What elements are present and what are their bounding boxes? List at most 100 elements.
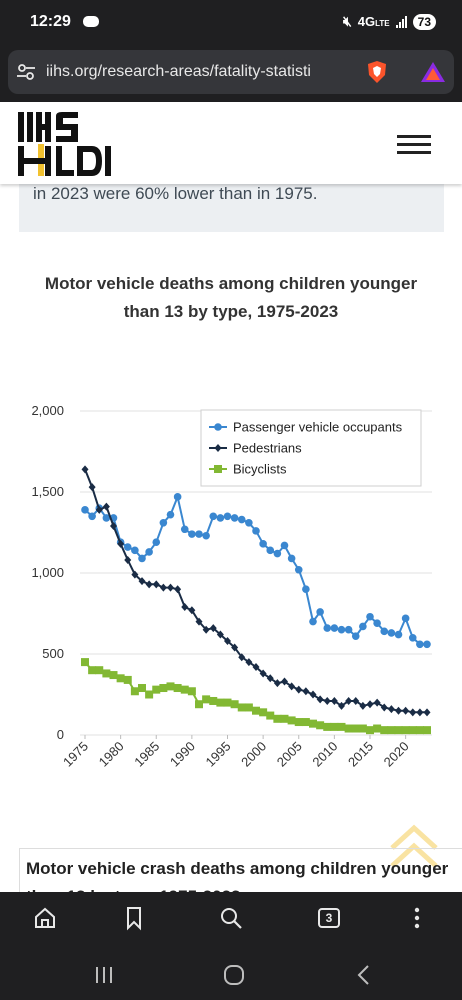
data-point — [237, 703, 246, 712]
data-point — [95, 505, 103, 514]
data-point — [280, 714, 289, 723]
data-point — [330, 696, 338, 705]
url-text[interactable]: iihs.org/research-areas/fatality-statist… — [46, 63, 311, 80]
recents-icon[interactable] — [91, 962, 117, 988]
data-point — [366, 726, 374, 735]
data-point — [273, 679, 281, 688]
series-line-3 — [84, 661, 427, 732]
status-bar: 12:29 🔇︎ 4GLTE 73 — [0, 0, 462, 46]
data-point — [309, 617, 317, 626]
data-point — [181, 603, 189, 612]
data-point — [380, 703, 388, 712]
data-point — [131, 546, 139, 555]
data-point — [159, 684, 168, 693]
data-point — [252, 662, 260, 671]
data-point — [266, 674, 274, 683]
data-point — [81, 465, 89, 474]
home-icon[interactable] — [32, 905, 58, 931]
data-point — [337, 625, 346, 634]
data-point — [288, 682, 296, 691]
scroll-to-top-icon[interactable] — [386, 822, 442, 882]
data-point — [252, 527, 260, 535]
data-point — [387, 629, 396, 637]
data-point — [394, 630, 403, 639]
brave-shield-icon[interactable] — [365, 60, 389, 84]
callout-text: in 2023 were 60% lower than in 1975. — [33, 184, 318, 203]
tune-icon[interactable] — [16, 63, 36, 81]
data-point — [409, 708, 417, 717]
data-point — [316, 695, 324, 704]
data-point — [373, 619, 381, 628]
network-label: 4GLTE — [358, 14, 390, 29]
data-point — [387, 726, 396, 735]
data-point — [224, 637, 231, 646]
data-point — [152, 538, 161, 547]
tabs-icon[interactable]: 3 — [318, 908, 340, 928]
data-point — [123, 543, 132, 551]
data-point — [116, 674, 125, 683]
data-point — [138, 684, 146, 693]
data-point — [230, 700, 239, 709]
search-icon[interactable] — [218, 905, 244, 931]
back-icon[interactable] — [351, 962, 377, 988]
data-point — [380, 627, 389, 636]
data-point — [415, 726, 424, 735]
callout-box: in 2023 were 60% lower than in 1975. — [19, 184, 444, 232]
data-point — [423, 640, 431, 649]
iihs-hldi-logo[interactable] — [18, 110, 114, 178]
data-point — [173, 493, 182, 501]
data-point — [123, 675, 132, 684]
data-point — [395, 706, 402, 715]
x-tick-label: 1975 — [60, 739, 91, 770]
data-point — [138, 577, 146, 586]
data-point — [273, 549, 282, 558]
data-point — [216, 698, 225, 707]
data-point — [102, 514, 111, 522]
data-point — [423, 726, 431, 735]
data-point — [423, 708, 431, 717]
data-point — [338, 701, 345, 710]
data-point — [195, 530, 203, 538]
more-icon[interactable] — [404, 905, 430, 931]
next-chart-title-line-1: Motor vehicle crash deaths among childre… — [26, 859, 449, 878]
data-point — [88, 483, 96, 492]
status-time: 12:29 — [30, 13, 71, 30]
data-point — [216, 514, 225, 522]
data-point — [302, 687, 310, 696]
data-point — [245, 658, 253, 667]
data-point — [373, 724, 382, 733]
data-point — [209, 696, 218, 705]
data-point — [195, 617, 203, 626]
data-point — [352, 696, 360, 705]
data-point — [401, 726, 410, 735]
data-point — [223, 512, 232, 521]
data-point — [330, 624, 339, 632]
data-point — [337, 722, 346, 731]
hamburger-icon[interactable] — [397, 135, 431, 154]
data-point — [316, 608, 324, 616]
rewards-icon[interactable] — [420, 60, 446, 84]
browser-url-bar: iihs.org/research-areas/fatality-statist… — [0, 46, 462, 102]
data-point — [281, 677, 288, 686]
data-point — [166, 510, 175, 519]
chart-title: Motor vehicle deaths among children youn… — [20, 270, 442, 326]
data-point — [88, 512, 96, 521]
data-point — [130, 687, 139, 696]
y-tick-label: 2,000 — [31, 403, 64, 418]
address-field[interactable]: iihs.org/research-areas/fatality-statist… — [8, 50, 454, 94]
bookmark-icon[interactable] — [121, 905, 147, 931]
x-tick-label: 2015 — [345, 739, 376, 770]
data-point — [416, 708, 424, 717]
y-tick-label: 500 — [42, 646, 64, 661]
data-point — [188, 530, 196, 538]
home-circle-icon[interactable] — [221, 962, 247, 988]
data-point — [95, 666, 104, 675]
data-point — [294, 565, 303, 574]
data-point — [266, 546, 275, 555]
data-point — [344, 625, 353, 634]
data-point — [110, 522, 117, 531]
data-point — [145, 580, 153, 589]
data-point — [187, 687, 196, 696]
data-point — [102, 669, 111, 678]
